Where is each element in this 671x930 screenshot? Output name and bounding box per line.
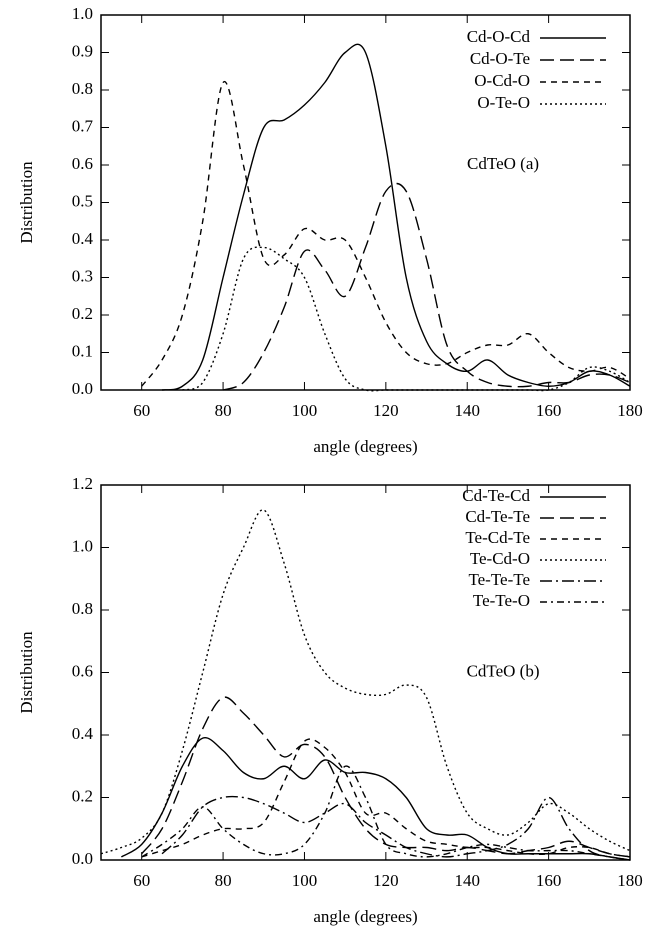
x-tick-label: 80 (215, 401, 232, 420)
legend-label: Cd-O-Te (470, 49, 530, 68)
y-tick-label: 0.0 (72, 849, 93, 868)
y-axis-label: Distribution (17, 631, 36, 714)
series-line (100, 509, 631, 855)
legend-label: Te-Te-O (473, 591, 530, 610)
x-tick-label: 60 (133, 871, 150, 890)
legend-label: Cd-Te-Te (465, 507, 530, 526)
x-tick-label: 100 (292, 871, 318, 890)
series-line (120, 736, 631, 861)
series-line (141, 738, 631, 858)
legend-label: O-Cd-O (474, 71, 530, 90)
y-tick-label: 0.8 (72, 599, 93, 618)
legend-label: Te-Cd-O (470, 549, 530, 568)
series-line (161, 795, 631, 861)
y-tick-label: 0.4 (72, 724, 94, 743)
series-line (222, 182, 631, 391)
series-line (141, 696, 631, 858)
legend-label: Cd-Te-Cd (462, 486, 530, 505)
y-tick-label: 0.2 (72, 786, 93, 805)
legend-label: Te-Cd-Te (465, 528, 530, 547)
y-tick-label: 1.0 (72, 536, 93, 555)
y-tick-label: 0.6 (72, 661, 93, 680)
y-tick-label: 0.3 (72, 266, 93, 285)
y-tick-label: 0.0 (72, 379, 93, 398)
series-line (161, 43, 631, 391)
x-tick-label: 160 (536, 871, 562, 890)
y-tick-label: 1.0 (72, 4, 93, 23)
plot-frame (100, 14, 631, 391)
legend-label: O-Te-O (477, 93, 530, 112)
y-tick-label: 0.4 (72, 229, 94, 248)
x-tick-label: 140 (454, 871, 480, 890)
x-tick-label: 100 (292, 401, 318, 420)
x-tick-label: 140 (454, 401, 480, 420)
annotation: CdTeO (a) (467, 154, 539, 173)
y-tick-label: 0.2 (72, 304, 93, 323)
legend-label: Cd-O-Cd (467, 27, 531, 46)
series-line (141, 765, 631, 861)
x-tick-label: 120 (373, 401, 399, 420)
x-tick-label: 180 (617, 401, 643, 420)
x-axis-label: angle (degrees) (313, 907, 417, 926)
x-tick-label: 60 (133, 401, 150, 420)
x-tick-label: 180 (617, 871, 643, 890)
y-tick-label: 0.5 (72, 191, 93, 210)
legend-label: Te-Te-Te (468, 570, 530, 589)
x-tick-label: 120 (373, 871, 399, 890)
series-line (182, 246, 631, 392)
y-tick-label: 0.7 (72, 116, 94, 135)
x-axis-label: angle (degrees) (313, 437, 417, 456)
y-tick-label: 0.8 (72, 79, 93, 98)
y-tick-label: 0.9 (72, 41, 93, 60)
y-tick-label: 0.1 (72, 341, 93, 360)
y-tick-label: 1.2 (72, 474, 93, 493)
series-line (141, 80, 631, 387)
plot-frame (100, 484, 631, 861)
annotation: CdTeO (b) (467, 661, 540, 680)
x-tick-label: 80 (215, 871, 232, 890)
y-axis-label: Distribution (17, 161, 36, 244)
x-tick-label: 160 (536, 401, 562, 420)
y-tick-label: 0.6 (72, 154, 93, 173)
